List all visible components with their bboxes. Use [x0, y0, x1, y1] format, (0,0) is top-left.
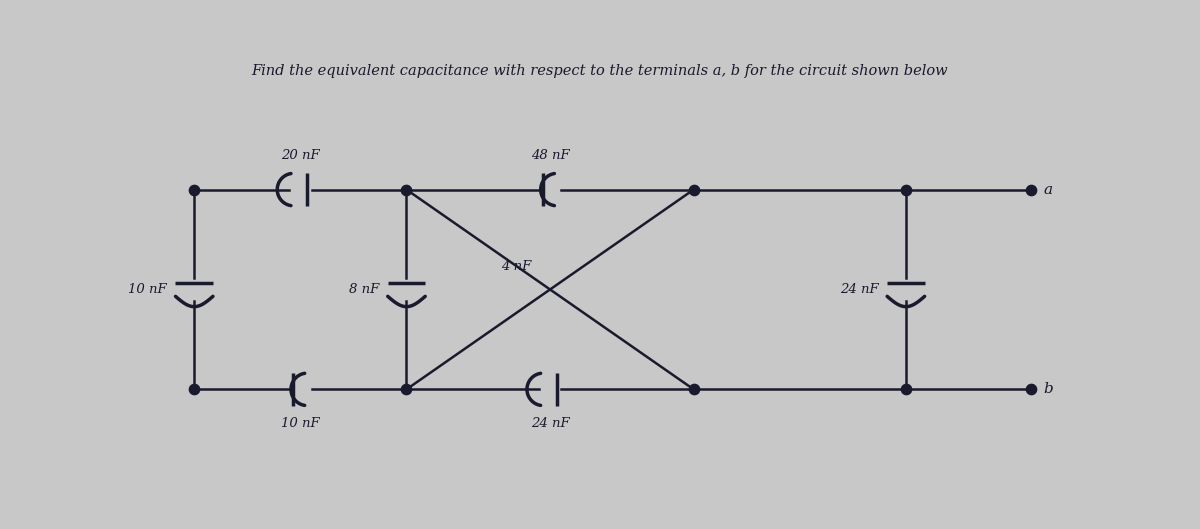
- Text: 4 nF: 4 nF: [500, 260, 532, 273]
- Text: 10 nF: 10 nF: [281, 417, 319, 430]
- Point: [185, 385, 204, 394]
- Text: 24 nF: 24 nF: [840, 283, 878, 296]
- Text: b: b: [1043, 382, 1052, 396]
- Point: [397, 185, 416, 194]
- Point: [684, 385, 703, 394]
- Point: [397, 385, 416, 394]
- Point: [1021, 385, 1040, 394]
- Text: a: a: [1043, 183, 1052, 197]
- Text: 10 nF: 10 nF: [128, 283, 167, 296]
- Point: [896, 385, 916, 394]
- Point: [1021, 185, 1040, 194]
- Text: 20 nF: 20 nF: [281, 149, 319, 162]
- Text: 24 nF: 24 nF: [530, 417, 570, 430]
- Text: 8 nF: 8 nF: [349, 283, 379, 296]
- Point: [684, 185, 703, 194]
- Text: 48 nF: 48 nF: [530, 149, 570, 162]
- Point: [896, 185, 916, 194]
- Text: Find the equivalent capacitance with respect to the terminals a, b for the circu: Find the equivalent capacitance with res…: [252, 64, 948, 78]
- Point: [185, 185, 204, 194]
